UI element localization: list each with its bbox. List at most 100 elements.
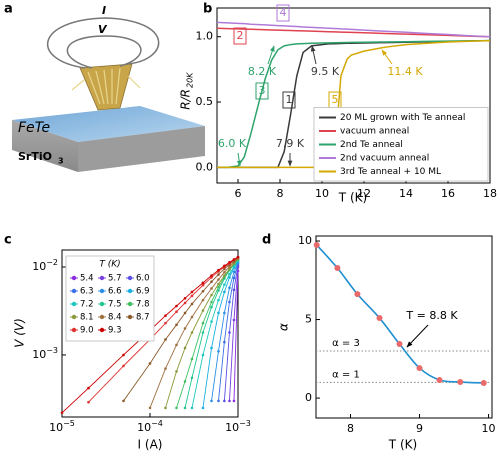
x-tick-label: 10 — [315, 187, 329, 200]
data-point — [175, 310, 178, 314]
annotation: 11.4 K — [387, 65, 423, 78]
data-point — [190, 290, 194, 294]
legend-marker — [99, 288, 105, 294]
reference-label: α = 1 — [332, 369, 360, 380]
panel: c 10−5 10−4 10−3 10−3 10−2 I (A) V (V) T (K) 5.4 5… — [4, 233, 251, 452]
fit-line — [316, 244, 484, 384]
data-point — [223, 267, 226, 271]
data-point — [217, 268, 220, 272]
data-point — [201, 406, 205, 410]
x-tick-label: 9 — [416, 422, 423, 435]
y-tick-label: 0.5 — [196, 95, 214, 108]
data-point — [164, 406, 167, 410]
film-label: FeTe — [18, 120, 50, 136]
data-point — [210, 320, 213, 323]
data-point — [190, 357, 194, 361]
legend-marker — [71, 327, 77, 333]
annotation-arrow — [406, 324, 429, 348]
legend-label: vacuum anneal — [340, 127, 409, 137]
annotation: 2 — [237, 29, 244, 42]
data-point — [175, 343, 178, 347]
current-loop — [46, 17, 160, 69]
legend-marker — [71, 275, 77, 281]
x-tick-label: 10−4 — [137, 419, 163, 435]
data-point — [190, 331, 194, 334]
legend-box — [313, 107, 489, 182]
data-point — [183, 327, 187, 330]
data-point — [223, 340, 226, 344]
data-point — [376, 314, 383, 321]
data-point — [416, 365, 423, 372]
y-tick-label: 1.0 — [196, 30, 214, 43]
y-tick-label: 0.0 — [196, 160, 214, 173]
data-point — [217, 311, 220, 315]
y-axis-label-group: α — [277, 323, 291, 331]
data-point — [190, 376, 194, 380]
data-point — [201, 283, 205, 287]
data-point — [164, 314, 167, 317]
legend-title: T (K) — [99, 260, 120, 270]
data-point — [217, 278, 220, 281]
series-line — [149, 258, 239, 409]
x-tick-label: 10 — [482, 422, 496, 435]
data-point — [122, 353, 125, 357]
data-point — [354, 291, 361, 298]
data-point — [87, 386, 90, 390]
legend-marker — [99, 314, 105, 320]
data-point — [232, 270, 236, 274]
legend-label: 7.8 — [136, 300, 150, 310]
legend-label: 2nd Te anneal — [340, 140, 403, 150]
plot-frame — [216, 7, 491, 184]
data-point — [436, 376, 443, 383]
legend-label: 9.0 — [80, 326, 94, 336]
panel-label: b — [203, 2, 212, 17]
x-tick-label: 12 — [357, 187, 371, 200]
annotation-arrow — [267, 45, 275, 65]
data-point — [228, 276, 231, 279]
panel: b6 8 10 12 14 16 180.00.51.0T (K)R/R20K123456.… — [179, 2, 498, 205]
legend-marker — [99, 301, 105, 307]
data-point — [217, 298, 220, 302]
data-point — [228, 331, 231, 334]
y-tick-label: 10−3 — [32, 345, 58, 361]
data-point — [457, 379, 464, 386]
schematic: a I V FeTe SrTiO 3 — [4, 2, 205, 172]
annotation: 7.9 K — [276, 137, 305, 150]
data-point — [175, 304, 178, 308]
data-point — [190, 406, 194, 410]
panel-label: d — [262, 233, 271, 248]
data-point — [183, 297, 187, 300]
substrate-subscript: 3 — [58, 157, 64, 166]
data-point — [228, 261, 231, 264]
y-tick-label: 10−2 — [32, 257, 58, 273]
annotation: 4 — [280, 6, 287, 19]
series-line — [217, 39, 491, 169]
data-point — [232, 258, 236, 261]
data-point — [164, 321, 167, 325]
chip-leads — [71, 67, 141, 105]
data-point — [223, 399, 226, 403]
series-line — [211, 262, 239, 401]
y-axis-label: α — [277, 323, 291, 331]
legend-label: 2nd vacuum anneal — [340, 154, 429, 164]
x-tick-label: 14 — [399, 187, 413, 200]
data-point — [334, 265, 341, 272]
annotation-box — [233, 27, 247, 45]
data-point — [183, 380, 187, 383]
plot-frame — [315, 235, 493, 419]
legend-label: 5.4 — [80, 274, 94, 284]
data-point — [164, 338, 167, 341]
panel-label: c — [4, 233, 12, 248]
data-point — [148, 362, 152, 365]
data-point — [190, 302, 194, 306]
data-point — [210, 280, 213, 284]
data-point — [190, 315, 194, 319]
legend-marker — [71, 301, 77, 307]
annotation-arrow — [236, 152, 242, 167]
y-axis-label-subscript: 20K — [186, 72, 195, 88]
annotation: 3 — [259, 84, 266, 97]
data-point — [223, 311, 226, 315]
data-point — [201, 289, 205, 293]
